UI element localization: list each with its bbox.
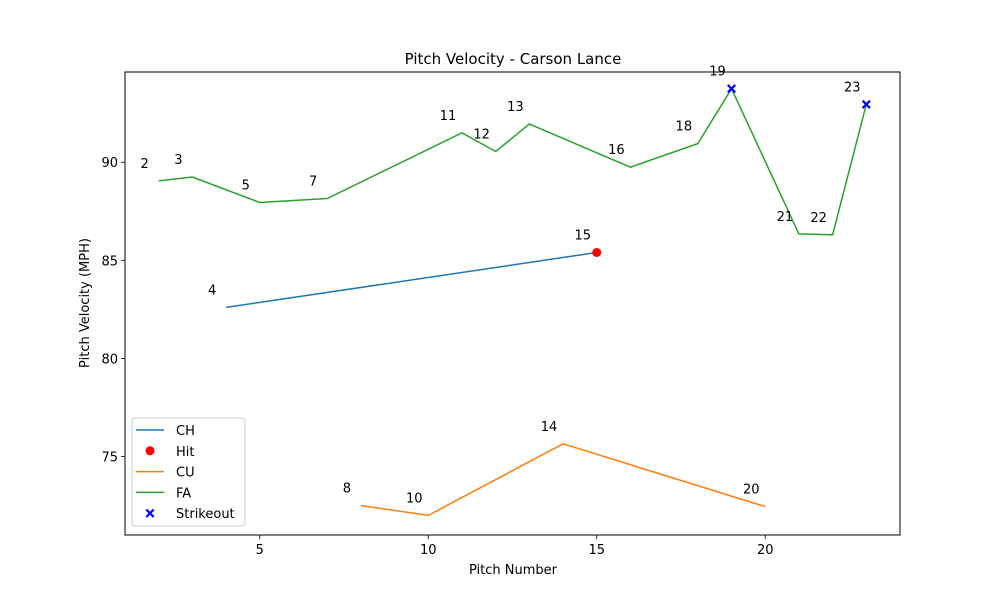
legend-swatch-strikeout xyxy=(145,508,155,518)
x-tick-label: 20 xyxy=(757,543,774,558)
point-label: 5 xyxy=(242,178,250,193)
y-tick-label: 85 xyxy=(101,254,118,269)
legend-box xyxy=(131,417,246,527)
legend-label-cu: CU xyxy=(176,466,195,481)
point-label: 8 xyxy=(343,482,351,497)
point-label: 20 xyxy=(743,483,760,498)
series-line-fa xyxy=(158,87,868,236)
series-line-cu xyxy=(360,442,766,517)
y-axis-ticks: 75 80 85 90 xyxy=(101,156,125,466)
point-label: 15 xyxy=(574,228,591,243)
marker-hit xyxy=(592,247,602,257)
legend-swatch-hit xyxy=(145,446,155,456)
point-label: 4 xyxy=(208,283,216,298)
y-tick-label: 90 xyxy=(101,156,118,171)
point-label: 13 xyxy=(507,100,524,115)
legend: CH Hit CU FA Strikeout xyxy=(131,417,246,527)
point-label: 22 xyxy=(810,211,827,226)
chart-title: Pitch Velocity - Carson Lance xyxy=(405,50,622,68)
axes-frame xyxy=(124,71,901,536)
y-tick-label: 75 xyxy=(101,451,118,466)
series-line-ch xyxy=(225,251,597,309)
x-tick-label: 10 xyxy=(420,543,437,558)
point-label: 3 xyxy=(174,153,182,168)
point-label: 10 xyxy=(406,491,423,506)
x-axis-label: Pitch Number xyxy=(469,563,558,578)
x-marker-shape xyxy=(145,508,155,518)
point-label: 7 xyxy=(309,175,317,190)
point-label: 12 xyxy=(473,127,490,142)
y-tick-label: 80 xyxy=(101,352,118,367)
marker-strikeout xyxy=(861,99,871,109)
marker-strikeout xyxy=(727,84,737,94)
x-tick-label: 5 xyxy=(256,543,264,558)
point-label: 21 xyxy=(777,210,794,225)
point-label: 14 xyxy=(541,420,558,435)
point-label: 23 xyxy=(844,80,861,95)
x-tick-label: 15 xyxy=(588,543,605,558)
point-label: 16 xyxy=(608,143,625,158)
legend-label-strikeout: Strikeout xyxy=(176,507,235,522)
y-axis-label: Pitch Velocity (MPH) xyxy=(78,238,93,368)
point-label: 11 xyxy=(440,109,457,124)
legend-label-ch: CH xyxy=(176,424,195,439)
point-label: 2 xyxy=(141,157,149,172)
x-marker-shape xyxy=(727,84,737,94)
point-label: 18 xyxy=(676,120,693,135)
x-marker-shape xyxy=(861,99,871,109)
x-axis-ticks: 5 10 15 20 xyxy=(256,535,774,558)
legend-label-fa: FA xyxy=(176,486,191,501)
legend-label-hit: Hit xyxy=(176,445,194,460)
